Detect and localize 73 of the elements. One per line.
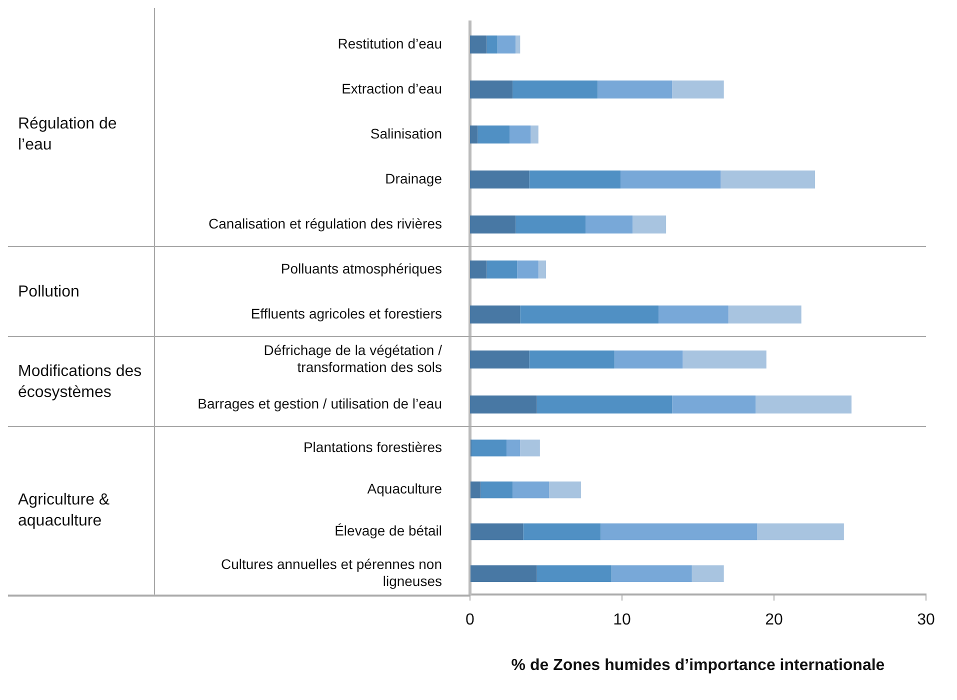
bar [480,481,513,498]
bar [516,36,520,54]
bar [549,481,581,498]
y-tick-label: Effluents agricoles et forestiers [250,305,442,322]
bar [512,481,550,498]
y-axis-title: Pollution [18,283,80,300]
bar [600,523,758,540]
bar [523,523,601,540]
bar [470,170,530,188]
bar [538,260,546,278]
bar [516,216,586,234]
x-axis-title: % de Zones humides d’importance internationale [511,656,885,674]
bar [756,396,852,414]
bar [470,396,537,414]
bar [529,170,620,188]
y-axis-title: Agriculture & aquaculture [18,492,110,530]
bar [672,80,724,98]
bar [470,216,516,234]
bar [529,350,614,368]
bar [486,36,498,54]
bar [470,565,537,582]
bar [598,80,672,98]
bar [614,350,683,368]
bar [486,260,518,278]
bar [517,260,538,278]
bar [728,306,802,324]
y-tick-label: Plantations forestières [303,438,442,455]
bar [510,126,531,144]
y-tick-label: Restitution d’eau [338,35,442,52]
bar [470,260,487,278]
x-tick-label: 20 [765,612,783,629]
bar [632,216,666,234]
bar [506,440,520,456]
bar [470,36,487,54]
bar [470,523,524,540]
x-tick-label: 30 [917,612,935,629]
y-tick-label: Défrichage de la végétation / transformation des sols [264,342,442,375]
bar [586,216,633,234]
bar [672,396,756,414]
bar [520,306,658,324]
y-tick-label: Cultures annuelles et pérennes non ligneuses [220,556,442,589]
bar [692,565,724,582]
y-tick-label: Élevage de bétail [334,522,442,539]
bar [472,440,506,456]
bar [620,170,721,188]
y-axis-title: Modifications des écosystèmes [18,362,142,401]
y-axis-title: Régulation de l’eau [18,115,117,154]
y-tick-label: Polluants atmosphériques [280,260,442,276]
x-tick-label: 10 [613,612,631,629]
bar [530,126,538,144]
y-tick-label: Drainage [385,170,442,186]
bar [470,306,520,324]
y-tick-label: Barrages et gestion / utilisation de l’eau [198,395,442,412]
bar [470,481,481,498]
bar [757,523,844,540]
bar [478,126,510,144]
bar [536,396,672,414]
bar [658,306,728,324]
bar [497,36,516,54]
bar [520,440,540,456]
y-tick-label: Canalisation et régulation des rivières [208,215,442,232]
bar [536,565,612,582]
bar [512,80,598,98]
bar [470,126,478,144]
bar [470,80,513,98]
bar [682,350,766,368]
x-tick-label: 0 [466,612,475,629]
y-tick-label: Aquaculture [367,480,442,497]
bar [470,350,530,368]
y-tick-label: Salinisation [370,125,442,142]
y-tick-label: Extraction d’eau [342,80,442,96]
bar [611,565,692,582]
bar [720,170,816,188]
